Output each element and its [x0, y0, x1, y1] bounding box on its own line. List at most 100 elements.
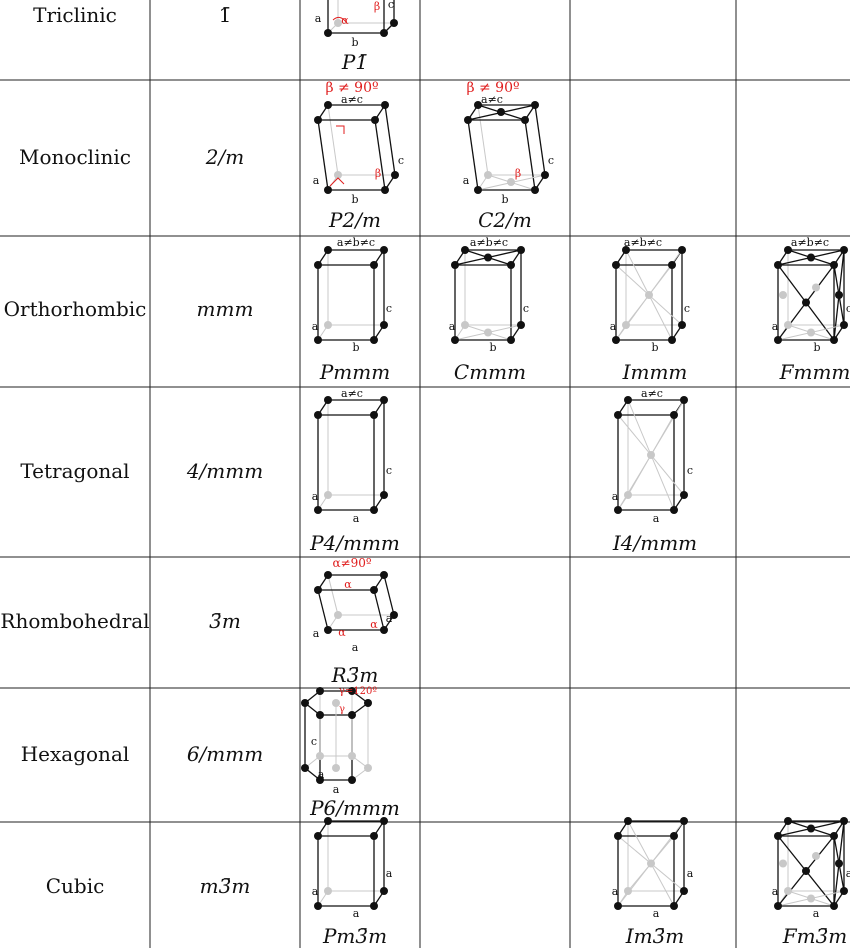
angle-label: α: [338, 626, 346, 639]
edge-label: c: [388, 0, 394, 11]
angle-label: α: [341, 14, 349, 27]
lattice-point: [668, 261, 676, 269]
lattice-caption: P1̄: [341, 50, 369, 74]
lattice-point: [314, 586, 322, 594]
edge-label: a: [313, 174, 320, 187]
edge-label: b: [813, 341, 820, 354]
lattice-point: [531, 101, 539, 109]
lattice-point: [348, 776, 356, 784]
body-center-point: [647, 859, 655, 868]
hidden-lattice-point: [622, 321, 630, 329]
lattice-point: [614, 902, 622, 910]
edge-label: a: [312, 490, 319, 503]
angle-annotation: α≠90º: [332, 556, 371, 570]
hidden-lattice-point: [348, 752, 356, 760]
point-group-text: 3̄m: [209, 609, 241, 633]
edge-label: b: [501, 193, 508, 206]
edge-label: a: [813, 907, 820, 920]
lattice-point: [830, 902, 838, 910]
face-center-point: [484, 328, 492, 337]
face-center-point: [807, 894, 815, 903]
angle-label: β: [515, 167, 521, 180]
hidden-lattice-point: [324, 491, 332, 499]
lattice-point: [316, 776, 324, 784]
lattice-caption: P2/m: [329, 208, 381, 232]
lattice-point: [830, 261, 838, 269]
lattice-point: [774, 902, 782, 910]
angle-label: α: [370, 618, 378, 631]
edge-label: a≠c: [341, 387, 363, 400]
lattice-point: [840, 817, 848, 825]
lattice-point: [380, 29, 388, 37]
edge-label: a: [352, 641, 359, 654]
lattice-point: [381, 186, 389, 194]
hidden-lattice-point: [316, 752, 324, 760]
lattice-point: [324, 396, 332, 404]
edge-label: a: [610, 320, 617, 333]
edge-label: a: [312, 885, 319, 898]
edge-label: a: [386, 612, 393, 625]
edge-label: a: [612, 885, 619, 898]
lattice-point: [670, 506, 678, 514]
hidden-lattice-point: [334, 611, 342, 619]
hidden-edge: [477, 104, 489, 176]
lattice-point: [521, 116, 529, 124]
face-center-point: [812, 852, 820, 860]
edge-label: a: [653, 907, 660, 920]
lattice-point: [612, 336, 620, 344]
edge-label: a: [687, 867, 694, 880]
edge-label: a: [313, 627, 320, 640]
lattice-caption: Fm3̄m: [782, 924, 848, 948]
lattice-edge: [374, 119, 386, 191]
lattice-point: [464, 116, 472, 124]
lattice-point: [348, 687, 356, 695]
edge-label: a: [772, 320, 779, 333]
lattice-point: [370, 336, 378, 344]
edge-label: c: [523, 302, 529, 315]
system-label-cubic: Cubic: [45, 874, 105, 898]
lattice-point: [622, 246, 630, 254]
lattice-point: [531, 186, 539, 194]
lattice-point: [624, 396, 632, 404]
lattice-point: [774, 261, 782, 269]
lattice-point: [390, 611, 398, 619]
lattice-point: [370, 902, 378, 910]
edge-label: c: [846, 302, 850, 315]
lattice-point: [517, 246, 525, 254]
lattice-point: [314, 116, 322, 124]
edge-label: c: [684, 302, 690, 315]
hidden-lattice-point: [624, 887, 632, 895]
edge-label: a≠c: [341, 93, 363, 106]
lattice-point: [517, 321, 525, 329]
lattice-point: [507, 336, 515, 344]
lattice-point: [784, 246, 792, 254]
lattice-edge: [317, 589, 329, 631]
angle-annotation: β ≠ 90º: [466, 80, 519, 96]
lattice-edge: [534, 104, 546, 176]
lattice-point: [680, 887, 688, 895]
lattice-point: [314, 902, 322, 910]
lattice-caption: P6/mmm: [310, 796, 400, 820]
lattice-point: [380, 817, 388, 825]
face-center-point: [807, 328, 815, 337]
lattice-point: [451, 336, 459, 344]
face-center-point: [497, 108, 505, 116]
edge-label: a: [463, 174, 470, 187]
lattice-point: [348, 711, 356, 719]
lattice-point: [314, 261, 322, 269]
angle-label: β: [374, 0, 380, 13]
lattice-point: [301, 699, 309, 707]
lattice-point: [668, 336, 676, 344]
lattice-point: [614, 506, 622, 514]
right-angle-mark: [329, 177, 345, 187]
angle-annotation: γ=120º: [339, 686, 377, 697]
hidden-lattice-point: [461, 321, 469, 329]
face-center-point: [507, 178, 515, 186]
edge-label: c: [687, 464, 693, 477]
face-center-point: [779, 859, 787, 868]
edge-label: a≠c: [481, 93, 503, 106]
lattice-point: [830, 832, 838, 840]
face-center-point: [484, 253, 492, 262]
lattice-point: [670, 411, 678, 419]
lattice-caption: Fmmm: [779, 360, 850, 384]
